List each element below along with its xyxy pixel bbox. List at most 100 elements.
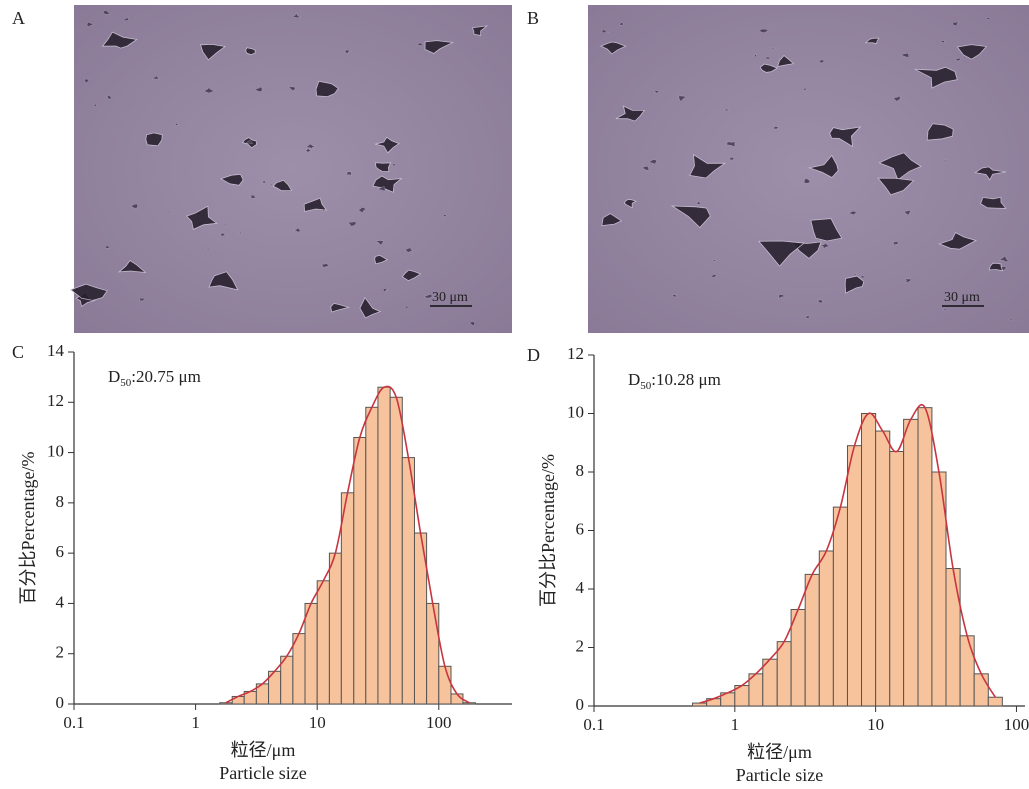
- bar: [804, 573, 820, 707]
- y-tick-label: 10: [47, 441, 64, 460]
- x-tick-label: 10: [867, 715, 884, 734]
- particle: [469, 321, 475, 327]
- annotation-subscript: 50: [640, 380, 652, 392]
- particle: [358, 207, 367, 214]
- particle: [315, 80, 339, 98]
- y-tick-label: 6: [576, 519, 585, 538]
- particle: [601, 213, 623, 227]
- particle: [844, 275, 865, 294]
- particle: [853, 273, 858, 275]
- particle: [101, 31, 138, 49]
- bar: [426, 602, 440, 705]
- particle: [117, 259, 147, 274]
- x-tick-label: 1: [731, 715, 740, 734]
- bar: [340, 492, 355, 705]
- particle: [942, 307, 947, 311]
- bar: [973, 673, 989, 707]
- particle: [904, 278, 912, 283]
- particle: [86, 21, 94, 27]
- particle: [69, 283, 108, 301]
- bar: [304, 602, 318, 705]
- annotation-subscript: 50: [120, 377, 132, 389]
- particle: [757, 240, 806, 267]
- y-tick-label: 14: [47, 341, 65, 360]
- particle: [404, 305, 409, 309]
- particle: [347, 221, 357, 227]
- y-tick-label: 2: [56, 643, 65, 662]
- x-tick-label: 10: [309, 713, 326, 732]
- particle: [471, 25, 489, 36]
- particle: [805, 315, 810, 319]
- bar: [917, 407, 933, 707]
- particle: [726, 141, 736, 147]
- bar: [231, 695, 245, 705]
- particle: [642, 166, 650, 171]
- particle: [442, 214, 447, 217]
- particle: [345, 171, 352, 176]
- particle: [723, 109, 730, 111]
- y-tick-label: 8: [576, 461, 585, 480]
- particle: [623, 198, 637, 209]
- particle: [175, 123, 180, 126]
- y-tick-label: 0: [56, 693, 65, 712]
- bar: [832, 506, 848, 707]
- y-tick-label: 4: [576, 578, 585, 597]
- particle: [952, 21, 960, 27]
- panel-label: C: [12, 342, 24, 362]
- bar: [762, 658, 778, 707]
- particle: [463, 293, 468, 297]
- particle: [974, 166, 1007, 181]
- particle: [292, 12, 302, 18]
- particle: [765, 56, 771, 60]
- bar: [438, 665, 452, 705]
- bar: [401, 457, 415, 705]
- annotation: D50:20.75 μm: [108, 367, 201, 389]
- particle: [268, 183, 273, 186]
- annotation-symbol: D: [628, 370, 640, 389]
- particle: [829, 126, 862, 148]
- bar: [389, 396, 403, 705]
- bar: [462, 702, 476, 705]
- particle: [1008, 318, 1013, 321]
- particle: [303, 197, 328, 212]
- particle: [130, 203, 138, 209]
- bar: [959, 635, 975, 707]
- micrograph-b: [588, 5, 1029, 333]
- particle: [648, 159, 657, 165]
- y-tick-label: 8: [56, 492, 65, 511]
- particle: [304, 148, 313, 153]
- particle: [912, 219, 915, 221]
- particle: [864, 37, 880, 45]
- bar: [889, 451, 905, 707]
- bar: [987, 696, 1003, 707]
- x-axis-label: 粒径/μm: [231, 740, 296, 760]
- particle: [802, 88, 807, 91]
- y-tick-label: 12: [567, 344, 584, 363]
- x-tick-label: 100: [1004, 715, 1029, 734]
- particle: [759, 28, 769, 33]
- particle: [940, 40, 945, 43]
- particle: [374, 162, 392, 173]
- particle: [938, 232, 977, 250]
- particle: [105, 95, 112, 100]
- particle: [359, 296, 382, 319]
- bar: [692, 702, 708, 707]
- particle: [199, 43, 227, 61]
- annotation-text: :20.75 μm: [131, 367, 201, 386]
- particle: [401, 269, 422, 282]
- particle: [344, 49, 351, 54]
- fit-curve: [699, 403, 997, 704]
- particle: [245, 47, 256, 56]
- panel-label: B: [527, 8, 539, 28]
- particle: [262, 179, 267, 184]
- bar: [776, 641, 792, 707]
- particle: [151, 75, 160, 80]
- particle: [185, 205, 218, 230]
- particle: [772, 126, 780, 131]
- annotation-symbol: D: [108, 367, 120, 386]
- particle: [817, 299, 823, 304]
- scale-bar-label: 30 μm: [944, 290, 980, 305]
- particle: [424, 293, 433, 299]
- particle: [653, 90, 659, 94]
